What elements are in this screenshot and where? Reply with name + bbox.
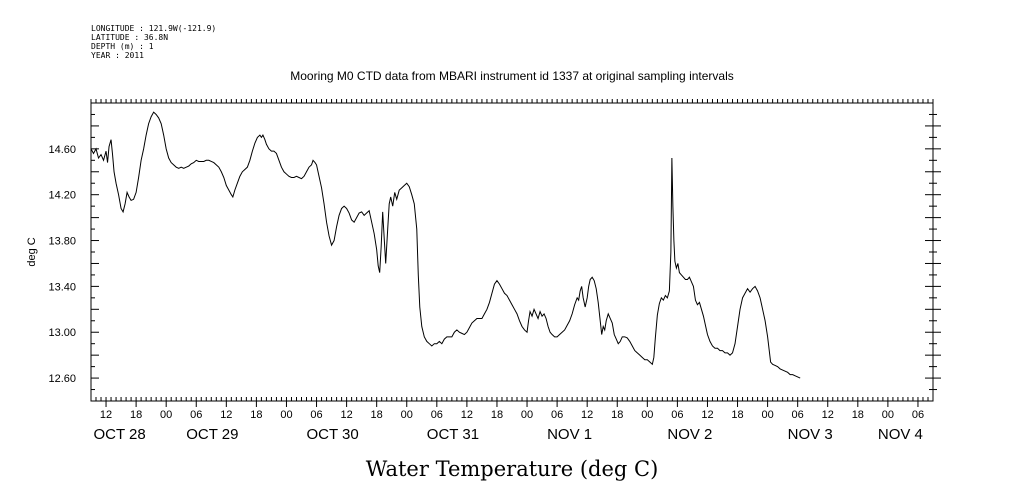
- x-hour-label: 12: [220, 409, 232, 421]
- x-day-label: OCT 30: [307, 426, 359, 443]
- y-tick-labels: 12.60 13.00 13.40 13.80 14.20 14.60: [48, 144, 76, 385]
- longitude-label: LONGITUDE : 121.9W(-121.9): [91, 24, 216, 33]
- x-hour-label: 12: [822, 409, 834, 421]
- x-hour-label: 12: [100, 409, 112, 421]
- x-hour-label: 00: [641, 409, 653, 421]
- x-hour-label: 12: [701, 409, 713, 421]
- x-axis-label: Water Temperature (deg C): [366, 457, 659, 481]
- x-hour-label: 12: [581, 409, 593, 421]
- x-hour-label: 12: [340, 409, 352, 421]
- x-hour-label: 00: [401, 409, 413, 421]
- x-hour-label: 18: [130, 409, 142, 421]
- x-hour-label: 06: [912, 409, 924, 421]
- y-tick-label: 14.20: [48, 190, 76, 202]
- y-tick-label: 13.00: [48, 327, 76, 339]
- x-day-label: NOV 1: [547, 426, 592, 443]
- x-hour-label: 18: [852, 409, 864, 421]
- x-hour-label: 00: [521, 409, 533, 421]
- x-hour-label: 06: [310, 409, 322, 421]
- x-day-label: OCT 28: [94, 426, 146, 443]
- x-hour-label: 06: [190, 409, 202, 421]
- y-tick-label: 13.40: [48, 281, 76, 293]
- x-day-label: OCT 29: [186, 426, 238, 443]
- chart-title: Mooring M0 CTD data from MBARI instrumen…: [290, 69, 734, 83]
- x-day-label: OCT 31: [427, 426, 479, 443]
- x-hour-label: 00: [160, 409, 172, 421]
- x-hour-label: 06: [671, 409, 683, 421]
- x-day-labels: OCT 28 OCT 29 OCT 30 OCT 31 NOV 1 NOV 2 NOV 3 N…: [94, 426, 923, 443]
- x-hour-label: 00: [761, 409, 773, 421]
- depth-label: DEPTH (m) : 1: [91, 42, 154, 51]
- axis-ticks: [90, 99, 941, 407]
- y-tick-label: 14.60: [48, 144, 76, 156]
- x-tick-labels: 12 18 00 06 12 18 00 06 12 18 00 06 12 18 00 06 12 18 00 06…: [100, 409, 924, 421]
- x-hour-label: 12: [461, 409, 473, 421]
- plot-frame: [90, 102, 934, 402]
- x-hour-label: 18: [250, 409, 262, 421]
- latitude-label: LATITUDE : 36.8N: [91, 33, 168, 42]
- x-hour-label: 18: [731, 409, 743, 421]
- y-axis-label: deg C: [26, 237, 38, 266]
- x-hour-label: 18: [491, 409, 503, 421]
- x-hour-label: 18: [371, 409, 383, 421]
- x-day-label: NOV 2: [667, 426, 712, 443]
- x-day-label: NOV 3: [788, 426, 833, 443]
- y-tick-label: 12.60: [48, 373, 76, 385]
- y-tick-label: 13.80: [48, 236, 76, 248]
- x-hour-label: 06: [792, 409, 804, 421]
- x-day-label: NOV 4: [878, 426, 923, 443]
- year-label: YEAR : 2011: [91, 51, 144, 60]
- x-hour-label: 00: [280, 409, 292, 421]
- x-hour-label: 06: [431, 409, 443, 421]
- series-line-water-temperature: [90, 111, 801, 379]
- x-hour-label: 00: [882, 409, 894, 421]
- x-hour-label: 06: [551, 409, 563, 421]
- x-hour-label: 18: [611, 409, 623, 421]
- metadata-block: LONGITUDE : 121.9W(-121.9) LATITUDE : 36…: [91, 24, 216, 60]
